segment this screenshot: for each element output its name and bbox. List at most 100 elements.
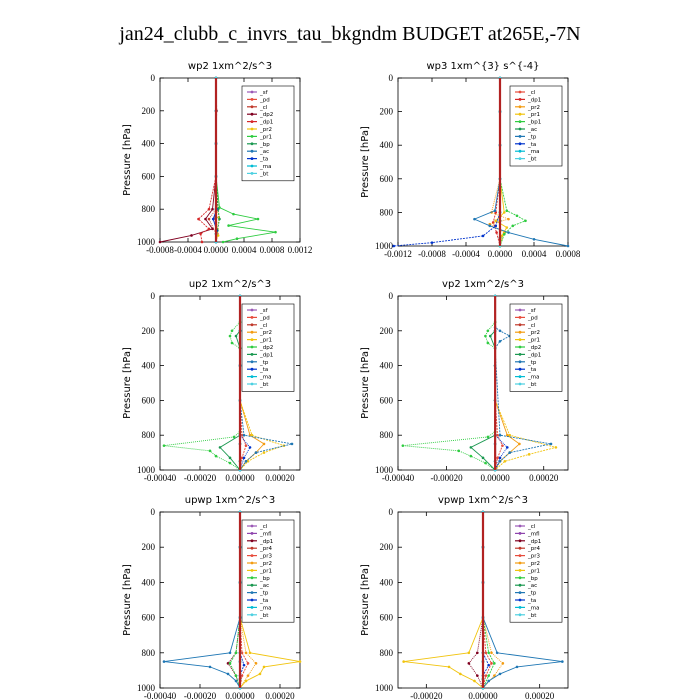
data-point	[487, 674, 490, 677]
legend-label: _ma	[259, 605, 271, 611]
data-point	[469, 454, 473, 458]
y-tick-label: 800	[380, 207, 394, 217]
legend-label: _cl	[259, 323, 268, 329]
y-tick-label: 1000	[137, 465, 156, 475]
legend-marker	[250, 360, 254, 364]
data-point	[244, 460, 248, 463]
legend-marker	[518, 382, 522, 386]
data-point	[447, 665, 451, 669]
legend-box	[241, 85, 295, 182]
y-tick-label: 800	[142, 430, 156, 440]
legend-label: _dp2	[527, 345, 541, 351]
legend-marker	[518, 591, 522, 594]
data-point	[204, 217, 207, 221]
x-tick-label: -0.0004	[174, 245, 202, 255]
legend-label: _bp1	[527, 120, 541, 126]
plot-frame	[397, 295, 569, 471]
legend-marker	[250, 569, 254, 572]
legend-marker	[250, 164, 254, 168]
data-point	[244, 651, 248, 655]
legend-marker	[250, 546, 254, 550]
y-tick-label: 1000	[375, 683, 394, 693]
legend-marker	[518, 360, 522, 364]
data-point	[240, 433, 244, 437]
y-tick-label: 400	[142, 577, 156, 587]
legend-label: _sf	[527, 308, 537, 314]
series-line	[468, 512, 484, 689]
legend-label: _tp	[527, 360, 537, 366]
legend-marker	[518, 120, 522, 123]
data-point	[402, 660, 405, 663]
x-tick-label: -0.0008	[146, 245, 174, 255]
y-tick-label: 200	[142, 542, 156, 552]
legend-marker	[518, 330, 522, 334]
legend-marker	[518, 345, 522, 349]
legend-marker	[250, 561, 254, 565]
legend-label: _pr1	[527, 338, 540, 344]
data-point	[467, 651, 471, 655]
data-point	[498, 433, 502, 437]
legend-marker	[518, 569, 522, 572]
legend-label: _pr2	[259, 127, 272, 133]
legend-marker	[250, 382, 254, 386]
data-point	[505, 446, 509, 449]
legend-label: _cl	[259, 524, 268, 530]
y-tick-label: 0	[151, 507, 156, 517]
legend: _sf_pd _cl_pr2 _pr1_dp2_dp1 _tp_ta _ma_bt	[509, 303, 563, 392]
data-point	[262, 665, 266, 669]
x-tick-label: 0.0000	[204, 245, 229, 255]
data-point	[486, 329, 490, 333]
series-line	[227, 512, 241, 689]
data-point	[498, 329, 502, 333]
data-point	[208, 665, 212, 669]
x-tick-label: 0.00020	[525, 691, 555, 700]
legend-label: _pd	[259, 97, 270, 103]
x-tick-label: 0.0000	[488, 249, 513, 259]
y-tick-label: 1000	[137, 683, 156, 693]
data-point	[246, 662, 250, 665]
data-point	[240, 456, 244, 460]
series-line	[402, 296, 496, 471]
panel-title: vp2 1xm^2/s^3	[442, 279, 524, 290]
data-point	[532, 237, 536, 241]
data-point	[505, 433, 509, 437]
data-point	[221, 240, 225, 244]
data-point	[242, 456, 246, 460]
y-axis-label: Pressure [hPa]	[122, 564, 133, 636]
legend-marker	[250, 98, 254, 101]
series-pr1	[402, 510, 485, 690]
data-point	[244, 679, 248, 683]
legend-label: _ta	[527, 142, 536, 148]
data-point	[487, 679, 490, 683]
legend-label: _bt	[259, 171, 269, 177]
legend-label: _mfl	[259, 531, 272, 537]
legend-marker	[250, 338, 254, 341]
data-point	[508, 433, 512, 437]
legend-label: _ac	[527, 127, 537, 133]
y-tick-label: 400	[380, 577, 394, 587]
legend-label: _dp2	[259, 345, 273, 351]
data-point	[262, 451, 266, 454]
x-tick-label: 0.0004	[522, 249, 547, 259]
y-tick-label: 200	[142, 326, 156, 336]
legend-marker	[250, 583, 254, 587]
y-tick-label: 800	[142, 204, 156, 214]
plot-frame	[159, 77, 301, 243]
legend-label: _bt	[527, 613, 537, 619]
legend-marker	[250, 316, 254, 319]
legend-label: _cl	[527, 90, 536, 96]
legend-label: _dp1	[527, 97, 541, 103]
legend-label: _dp1	[259, 352, 273, 358]
data-point	[242, 433, 246, 437]
legend-marker	[250, 367, 254, 371]
data-point	[211, 227, 214, 231]
y-tick-label: 200	[380, 107, 394, 117]
panel-2: wp3 1xm^{3} s^{-4} Pressure [hPa] 0 200 400 6…	[360, 61, 581, 259]
data-point	[484, 651, 488, 655]
legend-label: _ac	[527, 583, 537, 589]
legend-marker	[250, 127, 254, 131]
data-point	[232, 435, 236, 439]
legend-label: _tp	[259, 360, 269, 366]
data-point	[248, 651, 252, 655]
legend-marker	[518, 576, 522, 580]
